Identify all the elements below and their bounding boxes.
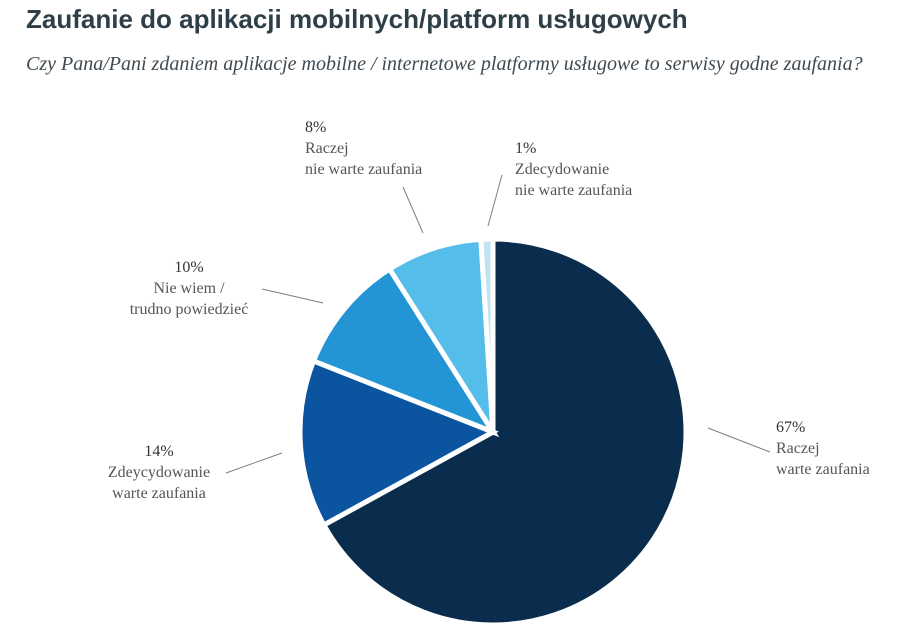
slice-category-zdecydowanie-warte-line-1: Zdeycydowanie <box>108 464 210 481</box>
leader-line-raczej-nie-warte <box>402 186 424 234</box>
slice-label-nie-wiem: 10% Nie wiem / trudno powiedzieć <box>130 259 249 318</box>
slice-label-raczej-nie-warte: 8% Raczej nie warte zaufania <box>305 119 422 178</box>
slice-percent-zdecydowanie-nie-warte: 1% <box>515 140 536 157</box>
chart-title: Zaufanie do aplikacji mobilnych/platform… <box>26 4 688 34</box>
pie-slice-nie-wiem <box>310 265 500 438</box>
slice-category-zdecydowanie-nie-warte-line-1: Zdecydowanie <box>515 161 609 178</box>
slice-category-raczej-warte-line-1: Raczej <box>776 440 820 457</box>
slice-category-raczej-warte-line-2: warte zaufania <box>776 461 870 478</box>
slice-category-nie-wiem-line-2: trudno powiedzieć <box>130 301 249 318</box>
slice-category-raczej-nie-warte-line-2: nie warte zaufania <box>305 161 422 178</box>
slice-percent-raczej-warte: 67% <box>776 419 805 436</box>
slice-percent-nie-wiem: 10% <box>174 259 203 276</box>
slice-category-raczej-nie-warte-line-1: Raczej <box>305 140 349 157</box>
slice-label-raczej-warte: 67% Raczej warte zaufania <box>776 419 870 478</box>
pie-slice-zdecydowanie-warte <box>297 357 499 529</box>
slice-category-zdecydowanie-warte-line-2: warte zaufania <box>112 485 206 502</box>
slice-percent-raczej-nie-warte: 8% <box>305 119 326 136</box>
leader-line-zdecydowanie-nie-warte <box>487 174 503 227</box>
slice-percent-zdecydowanie-warte: 14% <box>144 443 173 460</box>
chart-subtitle: Czy Pana/Pani zdaniem aplikacje mobilne … <box>26 53 863 75</box>
pie-slice-zdecydowanie-nie-warte <box>478 236 496 433</box>
pie-slice-raczej-warte <box>320 236 689 628</box>
slice-category-nie-wiem-line-1: Nie wiem / <box>153 280 225 297</box>
leader-line-zdecydowanie-warte <box>225 452 283 474</box>
slice-label-zdecydowanie-nie-warte: 1% Zdecydowanie nie warte zaufania <box>515 140 632 199</box>
slice-category-zdecydowanie-nie-warte-line-2: nie warte zaufania <box>515 182 632 199</box>
leader-line-nie-wiem <box>261 288 324 304</box>
slice-label-zdecydowanie-warte: 14% Zdeycydowanie warte zaufania <box>108 443 210 502</box>
leader-line-raczej-warte <box>707 427 771 453</box>
